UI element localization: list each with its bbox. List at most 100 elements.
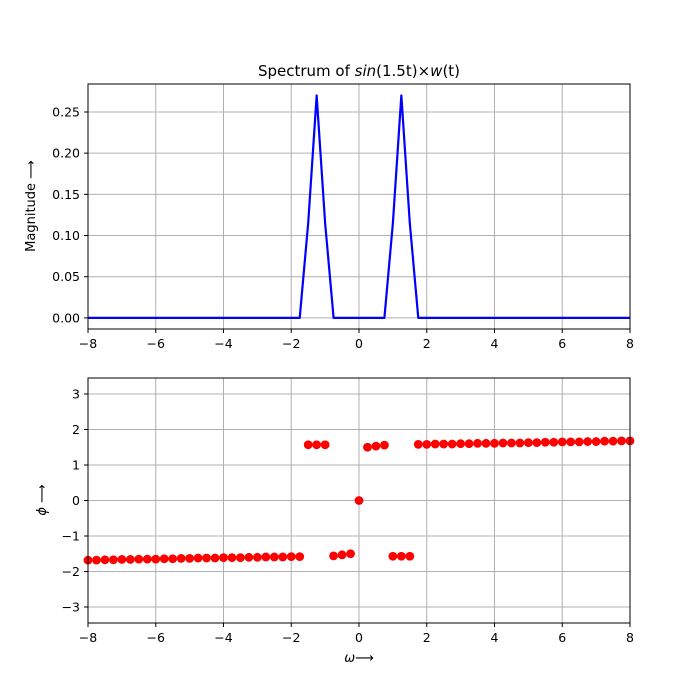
phase-point (507, 438, 516, 448)
phase-point (600, 436, 609, 446)
phase-point (583, 437, 593, 446)
phase-point (210, 553, 220, 563)
x-tick-label: 2 (423, 336, 431, 351)
phase-point (464, 439, 474, 449)
phase-point (473, 438, 482, 448)
phase-point (286, 552, 296, 561)
phase-point (117, 555, 127, 564)
y-tick-label: 1 (72, 457, 80, 472)
phase-x-axis-label: ω⟶ (344, 651, 374, 666)
y-tick-label: 0 (72, 493, 80, 508)
magnitude-series (88, 94, 630, 319)
title-w-arg: (t) (442, 62, 460, 80)
phase-point (540, 437, 550, 447)
x-tick-label: −2 (282, 336, 300, 351)
x-tick-label: −4 (214, 630, 232, 645)
title-times: × (418, 62, 431, 80)
magnitude-ticks: −8 −6 −4 −2 0 2 4 6 8 0.00 0.05 0.10 0.15 0.20 0.25 (52, 105, 634, 352)
phase-point (100, 555, 110, 565)
phase-point (202, 553, 211, 563)
y-tick-label: 0.25 (52, 105, 80, 120)
phase-point (523, 438, 533, 448)
x-tick-label: 6 (558, 630, 566, 645)
phase-point (380, 440, 389, 450)
phase-point (481, 438, 491, 448)
phase-point (439, 439, 449, 449)
x-tick-label: −6 (147, 336, 165, 351)
x-tick-label: −4 (214, 336, 232, 351)
phase-point (219, 553, 228, 563)
phase-point (278, 552, 288, 562)
x-tick-label: −2 (282, 630, 300, 645)
y-tick-label: −3 (62, 600, 80, 615)
x-tick-label: 0 (355, 336, 363, 351)
phase-point (176, 553, 186, 563)
phase-point (532, 438, 542, 448)
y-tick-label: −1 (62, 529, 80, 544)
title-arg: (1.5t) (376, 62, 417, 80)
phase-point (109, 555, 118, 565)
title-sin: sin (355, 62, 377, 80)
phase-point (151, 554, 161, 564)
phase-point (337, 550, 347, 560)
phase-point (227, 553, 237, 563)
phase-point (396, 551, 406, 561)
phase-point (515, 438, 525, 448)
phase-point (490, 438, 499, 448)
phase-plot: −8 −6 −4 −2 0 2 4 6 8 −3 −2 −1 0 1 2 3 ω⟶ ϕ ⟶ (35, 377, 635, 666)
x-tick-label: 0 (355, 630, 363, 645)
phase-point (193, 553, 203, 563)
x-tick-label: 4 (491, 336, 499, 351)
phase-point (617, 436, 626, 446)
phase-point (566, 437, 576, 447)
phase-point (134, 554, 144, 564)
phase-point (168, 554, 178, 564)
x-tick-label: 8 (626, 630, 634, 645)
phase-point (346, 549, 355, 559)
magnitude-line (88, 94, 630, 319)
phase-point (388, 551, 398, 561)
phase-point (244, 552, 254, 562)
y-tick-label: −2 (62, 564, 80, 579)
phase-point (498, 438, 508, 448)
phase-point (413, 440, 423, 449)
y-tick-label: 3 (72, 386, 80, 401)
phase-point (405, 551, 415, 561)
phase-point (295, 552, 305, 561)
phase-point (574, 437, 584, 447)
phase-point (252, 552, 262, 562)
phase-y-axis-label: ϕ ⟶ (35, 484, 50, 515)
phase-point (422, 440, 432, 449)
phase-point (430, 439, 440, 449)
chart-title: Spectrum of sin(1.5t)×w(t) (258, 62, 460, 80)
phase-point (142, 554, 152, 564)
phase-point (456, 439, 466, 449)
phase-series (83, 436, 635, 565)
phase-point (608, 436, 618, 446)
title-prefix: Spectrum of (258, 62, 355, 80)
x-tick-label: −8 (79, 336, 97, 351)
x-tick-label: −6 (147, 630, 165, 645)
phase-point (591, 437, 601, 446)
x-tick-label: 6 (558, 336, 566, 351)
phase-point (312, 440, 322, 450)
phase-point (557, 437, 567, 447)
y-tick-label: 2 (72, 422, 80, 437)
y-tick-label: 0.00 (52, 310, 80, 325)
phase-point (363, 442, 372, 452)
phase-grid (87, 378, 631, 623)
magnitude-y-axis-label: Magnitude ⟶ (24, 160, 39, 252)
y-tick-label: 0.15 (52, 187, 80, 202)
y-tick-label: 0.05 (52, 269, 80, 284)
x-tick-label: 2 (423, 630, 431, 645)
phase-point (269, 552, 279, 562)
y-tick-label: 0.10 (52, 228, 80, 243)
phase-point (92, 555, 101, 565)
x-tick-label: 4 (491, 630, 499, 645)
phase-point (320, 440, 330, 450)
phase-point (303, 440, 313, 450)
phase-point (236, 553, 245, 563)
phase-point (549, 437, 559, 447)
phase-point (447, 439, 457, 449)
